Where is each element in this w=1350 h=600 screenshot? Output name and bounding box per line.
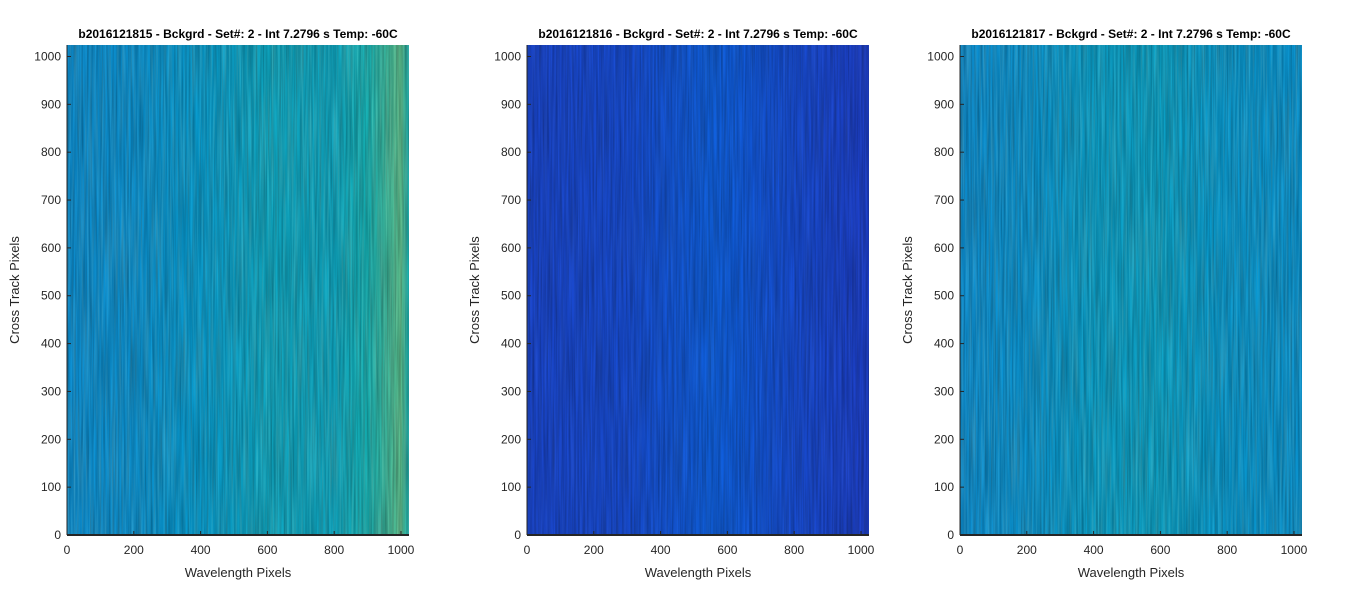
x-tick-label: 200 [124, 543, 144, 557]
y-tick-label: 800 [934, 145, 954, 159]
heatmap-texture-light [67, 45, 409, 535]
y-tick-label: 100 [41, 480, 61, 494]
x-tick-label: 1000 [388, 543, 415, 557]
x-axis-label-3: Wavelength Pixels [1078, 565, 1185, 580]
x-tick-label: 0 [957, 543, 964, 557]
x-tick-label: 0 [524, 543, 531, 557]
y-tick-label: 400 [501, 337, 521, 351]
y-tick-label: 0 [514, 528, 521, 542]
y-tick-label: 900 [41, 97, 61, 111]
y-tick-label: 300 [501, 384, 521, 398]
y-tick-label: 500 [501, 289, 521, 303]
y-tick-label: 300 [41, 384, 61, 398]
y-tick-label: 300 [934, 384, 954, 398]
subplot-2: 0 200 400 600 800 1000 0 100 200 300 400 500 600 700 8… [467, 27, 875, 580]
y-tick-label: 1000 [34, 49, 61, 63]
x-tick-label: 800 [1217, 543, 1237, 557]
y-tick-label: 200 [41, 432, 61, 446]
y-axis-label-1: Cross Track Pixels [7, 236, 22, 344]
y-axis-label-3: Cross Track Pixels [900, 236, 915, 344]
y-tick-label: 600 [501, 241, 521, 255]
x-tick-label: 400 [651, 543, 671, 557]
y-tick-label: 400 [934, 337, 954, 351]
y-tick-label: 900 [501, 97, 521, 111]
x-tick-label: 600 [257, 543, 277, 557]
x-axis-label-1: Wavelength Pixels [185, 565, 292, 580]
y-tick-label: 100 [934, 480, 954, 494]
y-tick-label: 700 [41, 193, 61, 207]
chart-title-2: b2016121816 - Bckgrd - Set#: 2 - Int 7.2… [538, 27, 858, 41]
y-tick-label: 800 [41, 145, 61, 159]
y-tick-label: 0 [54, 528, 61, 542]
y-tick-label: 700 [501, 193, 521, 207]
x-tick-label: 400 [1084, 543, 1104, 557]
y-tick-label: 400 [41, 337, 61, 351]
chart-title-3: b2016121817 - Bckgrd - Set#: 2 - Int 7.2… [971, 27, 1291, 41]
y-axis-label-2: Cross Track Pixels [467, 236, 482, 344]
x-tick-label: 1000 [1281, 543, 1308, 557]
y-tick-label: 500 [934, 289, 954, 303]
axes-2: 0 200 400 600 800 1000 0 100 200 300 400 500 600 700 8… [494, 45, 875, 557]
x-tick-label: 400 [191, 543, 211, 557]
y-tick-label: 900 [934, 97, 954, 111]
y-tick-label: 600 [934, 241, 954, 255]
y-tick-label: 1000 [494, 49, 521, 63]
y-tick-label: 100 [501, 480, 521, 494]
heatmap-texture-light [960, 45, 1302, 535]
y-tick-label: 800 [501, 145, 521, 159]
x-tick-label: 600 [1150, 543, 1170, 557]
y-tick-label: 500 [41, 289, 61, 303]
axes-1: 0 200 400 600 800 1000 0 100 200 300 400 500 600 700 8… [34, 45, 415, 557]
chart-title-1: b2016121815 - Bckgrd - Set#: 2 - Int 7.2… [78, 27, 398, 41]
axes-3: 0 200 400 600 800 1000 0 100 200 300 400 500 600 700 8… [927, 45, 1308, 557]
subplot-1: 0 200 400 600 800 1000 0 100 200 300 400 500 600 700 8… [7, 27, 415, 580]
y-tick-label: 200 [934, 432, 954, 446]
heatmap-texture-light [527, 45, 869, 535]
y-tick-label: 1000 [927, 49, 954, 63]
x-tick-label: 200 [1017, 543, 1037, 557]
y-tick-label: 700 [934, 193, 954, 207]
y-tick-label: 0 [947, 528, 954, 542]
x-tick-label: 1000 [848, 543, 875, 557]
x-tick-label: 800 [784, 543, 804, 557]
y-tick-label: 200 [501, 432, 521, 446]
x-tick-label: 0 [64, 543, 71, 557]
x-tick-label: 600 [717, 543, 737, 557]
x-tick-label: 800 [324, 543, 344, 557]
x-axis-label-2: Wavelength Pixels [645, 565, 752, 580]
subplot-3: 0 200 400 600 800 1000 0 100 200 300 400 500 600 700 8… [900, 27, 1308, 580]
x-tick-label: 200 [584, 543, 604, 557]
y-tick-label: 600 [41, 241, 61, 255]
